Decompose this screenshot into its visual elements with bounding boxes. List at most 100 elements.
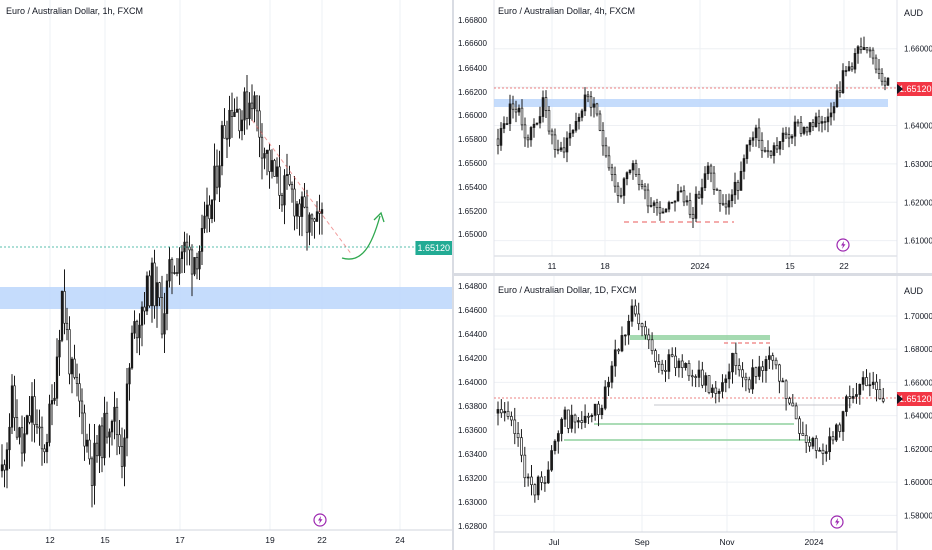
x-tick-label: 11: [548, 261, 557, 271]
candle-down: [760, 139, 764, 151]
candle-up: [844, 70, 848, 72]
candle-down: [747, 379, 751, 390]
axis-unit-1d: AUD: [904, 286, 924, 296]
candle-up: [676, 191, 680, 202]
candle-down: [634, 163, 638, 175]
candle-up: [623, 334, 627, 337]
candle-up: [145, 275, 149, 312]
candle-down: [148, 275, 151, 307]
chart-canvas-1h[interactable]: 12 15 17 19 22 24: [0, 0, 452, 550]
candle-down: [573, 414, 577, 423]
y-tick-label: 1.66000: [904, 45, 932, 54]
candles-group: [496, 36, 890, 228]
candle-up: [60, 291, 64, 341]
y-tick-label-left: 1.65200: [458, 207, 487, 216]
candle-down: [763, 149, 767, 152]
candle-up: [538, 116, 542, 124]
candle-up: [243, 91, 246, 121]
candle-down: [273, 160, 276, 177]
candle-up: [847, 66, 851, 71]
candle-up: [751, 367, 754, 390]
candle-up: [577, 420, 580, 423]
candle-up: [731, 352, 734, 373]
candle-down: [268, 149, 271, 172]
candle-down: [784, 132, 788, 135]
candle-up: [103, 412, 106, 459]
candle-down: [499, 409, 503, 414]
candle-down: [143, 306, 146, 312]
candle-up: [553, 440, 557, 451]
candle-down: [634, 305, 637, 315]
pane-divider-vertical[interactable]: [452, 0, 454, 550]
projection-trendline: [251, 119, 353, 256]
candle-up: [667, 202, 671, 210]
candle-down: [865, 377, 868, 387]
candle-down: [223, 125, 226, 139]
candle-up: [263, 153, 266, 159]
candle-down: [160, 297, 164, 335]
candle-up: [600, 407, 604, 416]
candle-down: [877, 68, 881, 74]
chart-canvas-4h[interactable]: 1.66800 1.66600 1.66400 1.66200 1.66000 1.658…: [454, 0, 932, 273]
pane-divider-horizontal[interactable]: [454, 273, 932, 276]
candle-up: [53, 397, 56, 401]
candle-up: [180, 251, 184, 260]
candle-down: [595, 103, 599, 115]
y-tick-label: 1.66000: [904, 378, 932, 387]
candle-down: [850, 66, 854, 70]
candle-up: [679, 190, 683, 193]
chart-pane-1h[interactable]: 12 15 17 19 22 24 Euro / Australian Dollar, 1…: [0, 0, 452, 550]
candle-up: [733, 181, 737, 196]
candle-up: [721, 382, 724, 392]
candle-up: [173, 272, 176, 274]
candle-down: [544, 97, 548, 111]
candle-up: [110, 420, 114, 433]
candle-up: [565, 137, 569, 153]
candle-down: [260, 136, 264, 159]
candle-down: [523, 124, 527, 139]
y-tick-label: 1.62000: [904, 198, 932, 207]
chart-canvas-1d[interactable]: 1.64800 1.64600 1.64400 1.64200 1.64000 1.638…: [454, 276, 932, 550]
candle-down: [526, 137, 530, 141]
x-tick-label: 15: [785, 261, 795, 271]
candle-down: [195, 257, 199, 270]
chart-pane-1d[interactable]: 1.64800 1.64600 1.64400 1.64200 1.64000 1.638…: [454, 276, 932, 550]
candle-down: [774, 359, 778, 366]
candle-up: [113, 406, 116, 422]
candle-down: [190, 249, 194, 275]
candle-up: [546, 469, 550, 484]
x-tick-label: 17: [175, 535, 185, 545]
candle-up: [320, 209, 324, 214]
projection-arrowhead: [373, 211, 385, 223]
axis-unit-4h: AUD: [904, 8, 924, 18]
candle-down: [637, 174, 641, 185]
candle-down: [118, 434, 121, 447]
candle-up: [155, 282, 159, 307]
candle-down: [215, 165, 219, 188]
candle-up: [517, 107, 521, 113]
candle-down: [13, 385, 16, 418]
candle-down: [73, 358, 76, 378]
candle-up: [150, 262, 154, 307]
y-tick-label-left: 1.62800: [458, 522, 487, 531]
candle-down: [250, 102, 254, 110]
candle-up: [855, 394, 858, 397]
candle-up: [828, 436, 831, 453]
candle-down: [510, 416, 513, 421]
candle-up: [592, 103, 596, 108]
chart-pane-4h[interactable]: 1.66800 1.66600 1.66400 1.66200 1.66000 1.658…: [454, 0, 932, 273]
candle-down: [650, 339, 654, 352]
candle-down: [293, 188, 296, 217]
candle-down: [83, 412, 86, 447]
candle-up: [300, 196, 304, 217]
candle-up: [275, 166, 279, 177]
candle-up: [593, 403, 597, 416]
candle-down: [543, 482, 547, 484]
candle-down: [697, 193, 701, 199]
candle-up: [793, 121, 797, 137]
candle-up: [218, 165, 221, 188]
candle-down: [701, 369, 704, 386]
candle-down: [823, 121, 827, 123]
candle-up: [240, 119, 244, 132]
candle-down: [90, 458, 94, 486]
